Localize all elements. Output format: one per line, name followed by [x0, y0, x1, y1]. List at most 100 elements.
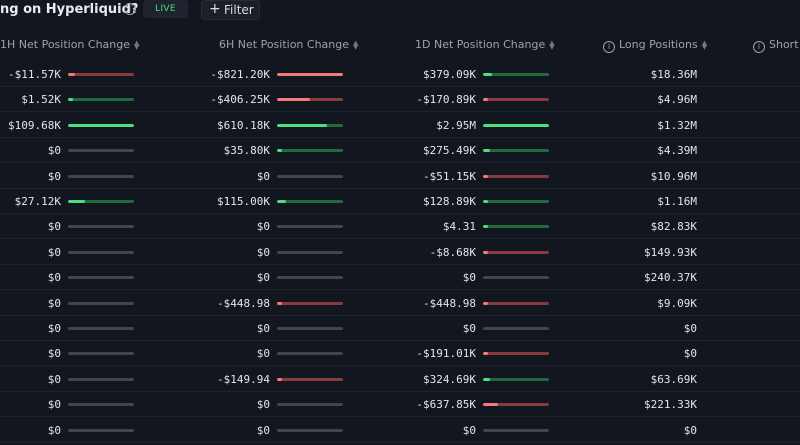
net-change-bar-h6	[277, 250, 343, 254]
net-change-bar-fill	[483, 403, 498, 407]
long-positions-value: $0	[683, 423, 697, 437]
net-change-bar-h1	[68, 123, 134, 127]
table-row[interactable]: $0 $0 $0 $240.37K	[0, 265, 800, 291]
long-positions-value: $63.69K	[650, 372, 697, 386]
net-change-value-h1: $0	[47, 372, 61, 386]
table-row[interactable]: $0 $0 -$8.68K $149.93K	[0, 240, 800, 265]
net-change-bar-d1	[483, 200, 549, 203]
long-positions-value: $9.09K	[657, 296, 697, 310]
net-change-bar-fill	[68, 98, 74, 102]
net-change-value-d1: $2.95M	[436, 118, 476, 132]
net-change-bar-fill	[483, 149, 490, 153]
net-change-bar-fill	[68, 200, 85, 203]
table-row[interactable]: $0 $35.80K $275.49K $4.39M	[0, 138, 800, 164]
live-badge[interactable]: LIVE	[143, 0, 188, 18]
net-change-bar-d1	[483, 250, 549, 254]
net-change-value-d1: $0	[462, 271, 476, 285]
info-icon[interactable]: i	[124, 3, 136, 15]
net-change-bar-fill	[277, 377, 283, 381]
net-change-bar-h1	[68, 377, 134, 381]
net-change-bar-d1	[483, 225, 549, 229]
net-change-bar-h6	[277, 225, 343, 229]
net-change-bar-h1	[68, 301, 134, 305]
table-row[interactable]: -$11.57K -$821.20K $379.09K $18.36M	[0, 62, 800, 87]
net-change-value-h6: $0	[256, 423, 270, 437]
net-change-bar-h6	[277, 174, 343, 178]
net-change-bar-h1	[68, 250, 134, 254]
net-change-bar-d1	[483, 428, 549, 432]
net-change-bar-h6	[277, 73, 343, 76]
net-change-value-d1: $324.69K	[423, 372, 476, 386]
net-change-value-h6: $0	[256, 220, 270, 234]
net-change-value-h1: $0	[47, 220, 61, 234]
net-change-bar-h1	[68, 352, 134, 356]
column-header-label: Long Positions	[619, 38, 698, 51]
net-change-value-h6: -$149.94	[217, 372, 270, 386]
column-header-6h[interactable]: 6H Net Position Change ▲ ▼	[219, 38, 359, 51]
net-change-bar-h1	[68, 98, 134, 102]
table-row[interactable]: $0 -$448.98 -$448.98 $9.09K	[0, 291, 800, 316]
plus-icon: +	[209, 1, 221, 17]
table-row[interactable]: $0 $0 $0 $0	[0, 418, 800, 443]
net-change-value-h1: $0	[47, 271, 61, 285]
net-change-bar-h6	[277, 377, 343, 381]
net-change-bar-fill	[483, 250, 489, 254]
table-row[interactable]: $0 $0 -$637.85K $221.33K	[0, 392, 800, 418]
table-row[interactable]: $0 $0 -$51.15K $10.96M	[0, 164, 800, 189]
long-positions-value: $18.36M	[650, 68, 697, 81]
info-icon: i	[753, 41, 765, 53]
net-change-value-d1: -$8.68K	[429, 245, 476, 259]
column-header-label: 6H Net Position Change	[219, 38, 350, 51]
net-change-bar-fill	[277, 123, 327, 127]
net-change-bar-fill	[483, 174, 489, 178]
long-positions-value: $10.96M	[650, 169, 697, 183]
column-header-1h[interactable]: 1H Net Position Change ▲ ▼	[0, 38, 140, 51]
column-header-short-positions[interactable]: i Short P	[753, 38, 800, 53]
long-positions-value: $4.39M	[657, 144, 697, 158]
net-change-bar-fill	[277, 98, 310, 102]
net-change-value-d1: $0	[462, 423, 476, 437]
filter-button[interactable]: + Filter	[201, 0, 260, 20]
table-row[interactable]: $1.52K -$406.25K -$170.89K $4.96M	[0, 87, 800, 113]
net-change-bar-h1	[68, 327, 134, 330]
column-header-1d[interactable]: 1D Net Position Change ▲ ▼	[415, 38, 555, 51]
long-positions-value: $1.32M	[657, 118, 697, 132]
table-row[interactable]: $0 $0 -$191.01K $0	[0, 341, 800, 367]
net-change-bar-d1	[483, 98, 549, 102]
long-positions-value: $4.96M	[657, 93, 697, 107]
net-change-value-h6: -$406.25K	[210, 93, 270, 107]
net-change-bar-h6	[277, 428, 343, 432]
table-row[interactable]: $0 $0 $4.31 $82.83K	[0, 214, 800, 240]
net-change-value-d1: -$170.89K	[416, 93, 476, 107]
net-change-value-h6: $0	[256, 347, 270, 361]
net-change-bar-d1	[483, 149, 549, 153]
net-change-value-d1: $379.09K	[423, 68, 476, 81]
net-change-bar-d1	[483, 403, 549, 407]
net-change-bar-h6	[277, 123, 343, 127]
sort-icon: ▲ ▼	[353, 39, 359, 51]
net-change-bar-d1	[483, 352, 549, 356]
net-change-bar-h6	[277, 200, 343, 203]
sort-icon: ▲ ▼	[549, 39, 555, 51]
net-change-bar-h6	[277, 352, 343, 356]
net-change-value-h6: $0	[256, 398, 270, 412]
net-change-value-h1: $109.68K	[8, 118, 61, 132]
table-row[interactable]: $109.68K $610.18K $2.95M $1.32M	[0, 113, 800, 138]
table-row[interactable]: $27.12K $115.00K $128.89K $1.16M	[0, 189, 800, 214]
net-change-bar-h6	[277, 149, 343, 153]
table-row[interactable]: $0 $0 $0 $0	[0, 316, 800, 341]
column-header-label: 1D Net Position Change	[415, 38, 546, 51]
net-change-bar-d1	[483, 327, 549, 330]
sort-icon: ▲ ▼	[134, 39, 140, 51]
info-icon: i	[603, 41, 615, 53]
net-change-value-d1: -$51.15K	[423, 169, 476, 183]
net-change-bar-h1	[68, 73, 134, 76]
net-change-bar-fill	[277, 149, 283, 153]
filter-button-label: Filter	[224, 3, 254, 17]
net-change-bar-d1	[483, 276, 549, 280]
net-change-value-d1: $4.31	[442, 220, 476, 234]
table-row[interactable]: $0 -$149.94 $324.69K $63.69K	[0, 367, 800, 392]
column-header-long-positions[interactable]: i Long Positions ▲ ▼	[603, 38, 708, 53]
net-change-bar-h1	[68, 149, 134, 153]
net-change-value-h1: $1.52K	[21, 93, 61, 107]
